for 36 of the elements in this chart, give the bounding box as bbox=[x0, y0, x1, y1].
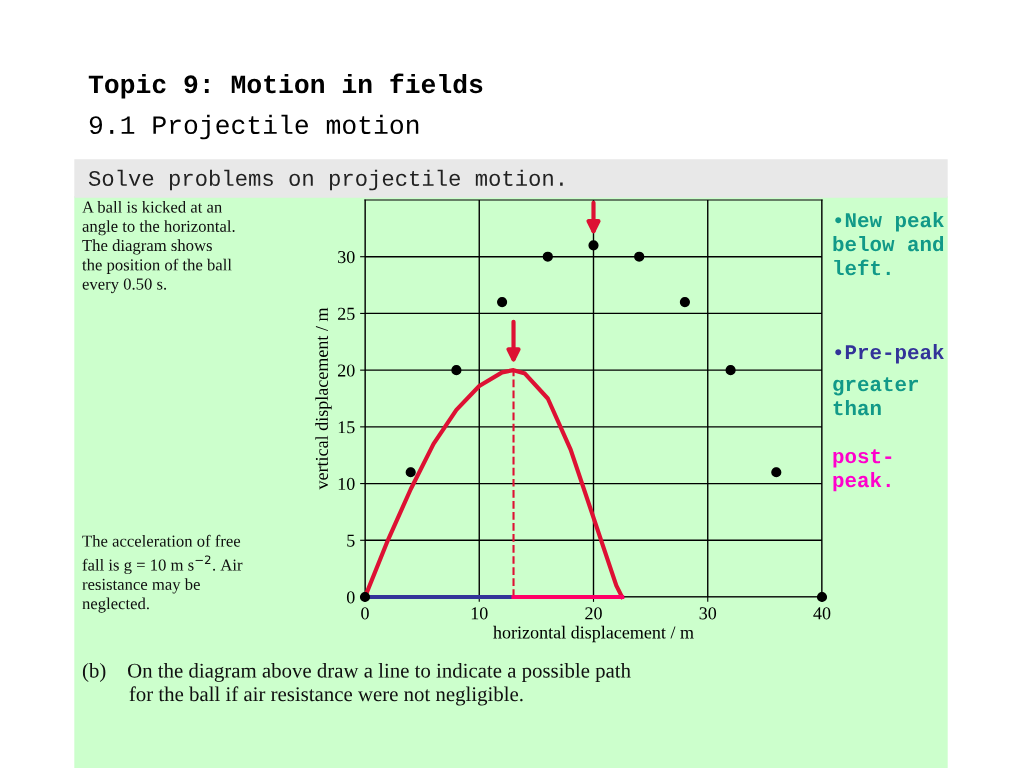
point bbox=[634, 251, 645, 262]
y-tick-label: 30 bbox=[338, 250, 355, 264]
x-tick-label: 40 bbox=[813, 607, 831, 620]
text: A ball is kicked at an angle to the horizontal. The diagram shows the position of the ball every 0.50 s. bbox=[82, 201, 235, 294]
y-tick-label: 15 bbox=[338, 421, 355, 434]
y-tick-label: 10 bbox=[338, 477, 355, 491]
y-tick-label: 5 bbox=[347, 534, 355, 547]
x-tick-label: 10 bbox=[471, 607, 488, 620]
point bbox=[497, 296, 508, 308]
y-tick-label: 20 bbox=[338, 364, 355, 377]
text: post- peak. bbox=[833, 449, 892, 492]
chart-title: Topic 9: Motion in fields bbox=[88, 73, 483, 99]
text: greater than bbox=[833, 377, 919, 416]
point bbox=[679, 296, 690, 308]
text: •Pre-peak bbox=[835, 344, 944, 364]
point bbox=[405, 467, 416, 478]
x-tick-label: 20 bbox=[585, 607, 602, 620]
y-tick-label: 0 bbox=[346, 591, 355, 604]
x-tick-label: 30 bbox=[699, 607, 717, 620]
chart-subtitle: 9.1 Projectile motion bbox=[89, 114, 419, 140]
point bbox=[771, 467, 782, 478]
point bbox=[816, 591, 828, 603]
point bbox=[451, 365, 462, 376]
text: •New peak below and left. bbox=[833, 212, 944, 276]
x-tick-label: 0 bbox=[361, 607, 369, 620]
line-series bbox=[362, 368, 625, 600]
y-tick-label: 25 bbox=[338, 307, 355, 320]
point bbox=[725, 365, 736, 376]
y-axis-title: vertical displacement / m bbox=[315, 307, 332, 490]
text: The acceleration of free fall is g = 10 m s$^{−2}$. Air resistance may be neglected. bbox=[82, 534, 243, 613]
text: (b) On the diagram above draw a line to indicate a possible path for the ball if air resistance were not negligible. bbox=[82, 663, 631, 706]
text: Solve problems on projectile motion. bbox=[88, 169, 563, 191]
x-axis-title: horizontal displacement / m bbox=[493, 625, 694, 643]
point bbox=[359, 591, 371, 603]
point bbox=[542, 251, 553, 262]
point bbox=[588, 240, 599, 251]
